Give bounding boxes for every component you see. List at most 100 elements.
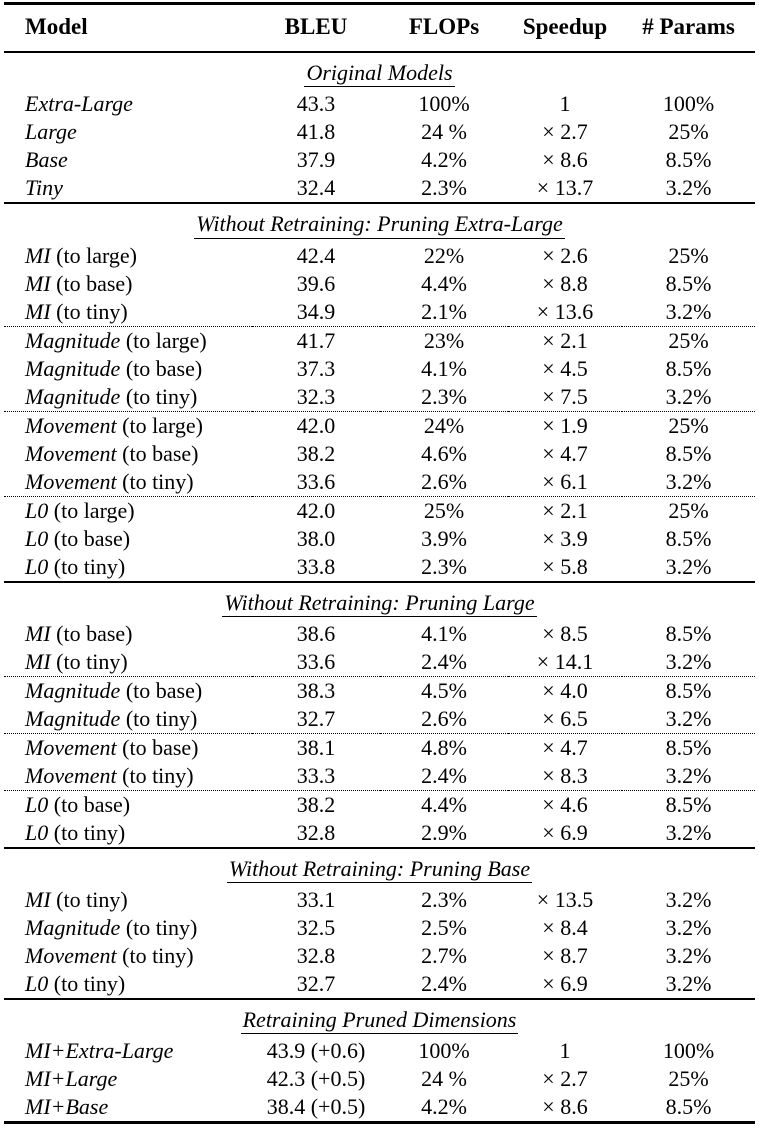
table-row: Tiny 32.4 2.3% × 13.7 3.2% [4,174,755,203]
model-target: (to tiny) [50,298,128,324]
model-name: L0 [25,971,49,997]
flops-cell: 24 % [421,119,467,145]
speedup-cell: × 8.4 [542,915,588,941]
params-cell: 8.5% [665,525,712,551]
table-row: L0 (to tiny) 32.8 2.9% × 6.9 3.2% [4,819,755,848]
bleu-cell: 42.4 [296,242,336,268]
model-target: (to tiny) [120,383,198,409]
model-cell: MI (to base) [4,620,252,648]
flops-cell: 4.5% [380,675,508,705]
model-cell: L0 (to base) [4,525,252,553]
model-target: (to large) [116,412,203,438]
flops-cell: 2.6% [421,705,467,731]
table-header: Model BLEU FLOPs Speedup # Params [4,3,755,53]
speedup-cell: × 13.7 [536,175,594,201]
model-name: Movement [25,412,117,438]
bleu-cell: 38.2 [296,440,336,466]
model-name: L0 [25,553,49,579]
bleu-cell: 38.2 [252,789,380,819]
bleu-cell: 32.7 [296,971,336,997]
model-name: MI+Extra-Large [25,1038,174,1064]
model-cell: Movement (to tiny) [4,762,252,791]
table-row: L0 (to tiny) 32.7 2.4% × 6.9 3.2% [4,970,755,999]
bleu-cell: 32.8 [296,943,336,969]
flops-cell: 4.8% [380,732,508,762]
model-cell: MI (to large) [4,242,252,270]
table-row: MI+Extra-Large 43.9 (+0.6) 100% 1 100% [4,1037,755,1065]
model-cell: Magnitude (to base) [4,355,252,383]
params-cell: 8.5% [665,270,712,296]
bleu-cell: 32.3 [296,383,336,409]
table-row: Magnitude (to large) 41.7 23% × 2.1 25% [4,325,755,355]
model-name: MI+Base [25,1094,109,1120]
bleu-cell: 32.8 [296,819,336,845]
speedup-cell: × 2.7 [542,1066,588,1092]
table-row: MI (to base) 39.6 4.4% × 8.8 8.5% [4,270,755,298]
flops-cell: 4.6% [421,440,467,466]
bleu-cell: 41.7 [252,325,380,355]
column-header-model: Model [4,3,252,53]
model-cell: Magnitude (to tiny) [4,914,252,942]
model-cell: Magnitude (to tiny) [4,383,252,412]
model-name: Movement [25,468,117,494]
model-target: (to tiny) [48,971,126,997]
model-name: MI [25,298,51,324]
model-target: (to large) [120,327,207,353]
bleu-cell: 37.9 [296,147,336,173]
table-row: Movement (to tiny) 33.6 2.6% × 6.1 3.2% [4,468,755,497]
model-target: (to tiny) [50,648,128,674]
model-name: MI+Large [25,1066,118,1092]
model-name: L0 [25,791,49,817]
model-target: (to tiny) [120,915,198,941]
model-cell: L0 (to large) [4,495,252,525]
model-name: Base [25,147,68,173]
params-cell: 8.5% [665,440,712,466]
bleu-cell: 41.8 [296,119,336,145]
section-heading-cell: Original Models [4,52,755,90]
speedup-cell: × 4.0 [508,675,622,705]
flops-cell: 2.9% [421,819,467,845]
model-target: (to base) [116,440,199,466]
model-cell: Magnitude (to base) [4,675,252,705]
flops-cell: 2.3% [421,383,467,409]
params-cell: 8.5% [622,675,755,705]
table-row: MI+Large 42.3 (+0.5) 24 % × 2.7 25% [4,1065,755,1093]
table-row: Extra-Large 43.3 100% 1 100% [4,90,755,118]
table-row: Magnitude (to tiny) 32.3 2.3% × 7.5 3.2% [4,383,755,412]
speedup-cell: × 8.8 [542,270,588,296]
params-cell: 100% [662,1038,715,1064]
model-cell: MI (to tiny) [4,298,252,327]
table-row: MI (to tiny) 34.9 2.1% × 13.6 3.2% [4,298,755,327]
params-cell: 3.2% [665,887,712,913]
table-section: Without Retraining: Pruning Extra-Large M… [4,202,755,582]
speedup-cell: × 8.7 [542,943,588,969]
section-heading-row: Without Retraining: Pruning Extra-Large [4,202,755,242]
params-cell: 8.5% [665,147,712,173]
bleu-cell: 32.4 [296,175,336,201]
speedup-cell: × 6.5 [542,705,588,731]
model-target: (to tiny) [50,887,128,913]
speedup-cell: × 4.5 [542,355,588,381]
speedup-cell: × 8.3 [542,762,588,788]
flops-cell: 3.9% [421,525,467,551]
table-row: MI (to tiny) 33.1 2.3% × 13.5 3.2% [4,886,755,914]
flops-cell: 22% [423,242,465,268]
model-name: Movement [25,440,117,466]
flops-cell: 23% [380,325,508,355]
model-name: Magnitude [25,677,121,703]
table-row: L0 (to base) 38.0 3.9% × 3.9 8.5% [4,525,755,553]
params-cell: 25% [622,495,755,525]
table-section: Original Models Extra-Large 43.3 100% 1 100% L… [4,52,755,203]
bleu-cell: 42.0 [252,495,380,525]
bleu-cell: 42.0 [252,410,380,440]
table-row: L0 (to tiny) 33.8 2.3% × 5.8 3.2% [4,553,755,582]
speedup-cell: × 2.7 [542,119,588,145]
bleu-cell: 38.0 [296,525,336,551]
model-target: (to base) [120,355,203,381]
model-cell: MI+Base [4,1093,252,1123]
section-heading-row: Retraining Pruned Dimensions [4,998,755,1038]
model-name: Movement [25,943,117,969]
model-name: MI [25,242,51,268]
section-heading-cell: Without Retraining: Pruning Base [4,846,755,887]
